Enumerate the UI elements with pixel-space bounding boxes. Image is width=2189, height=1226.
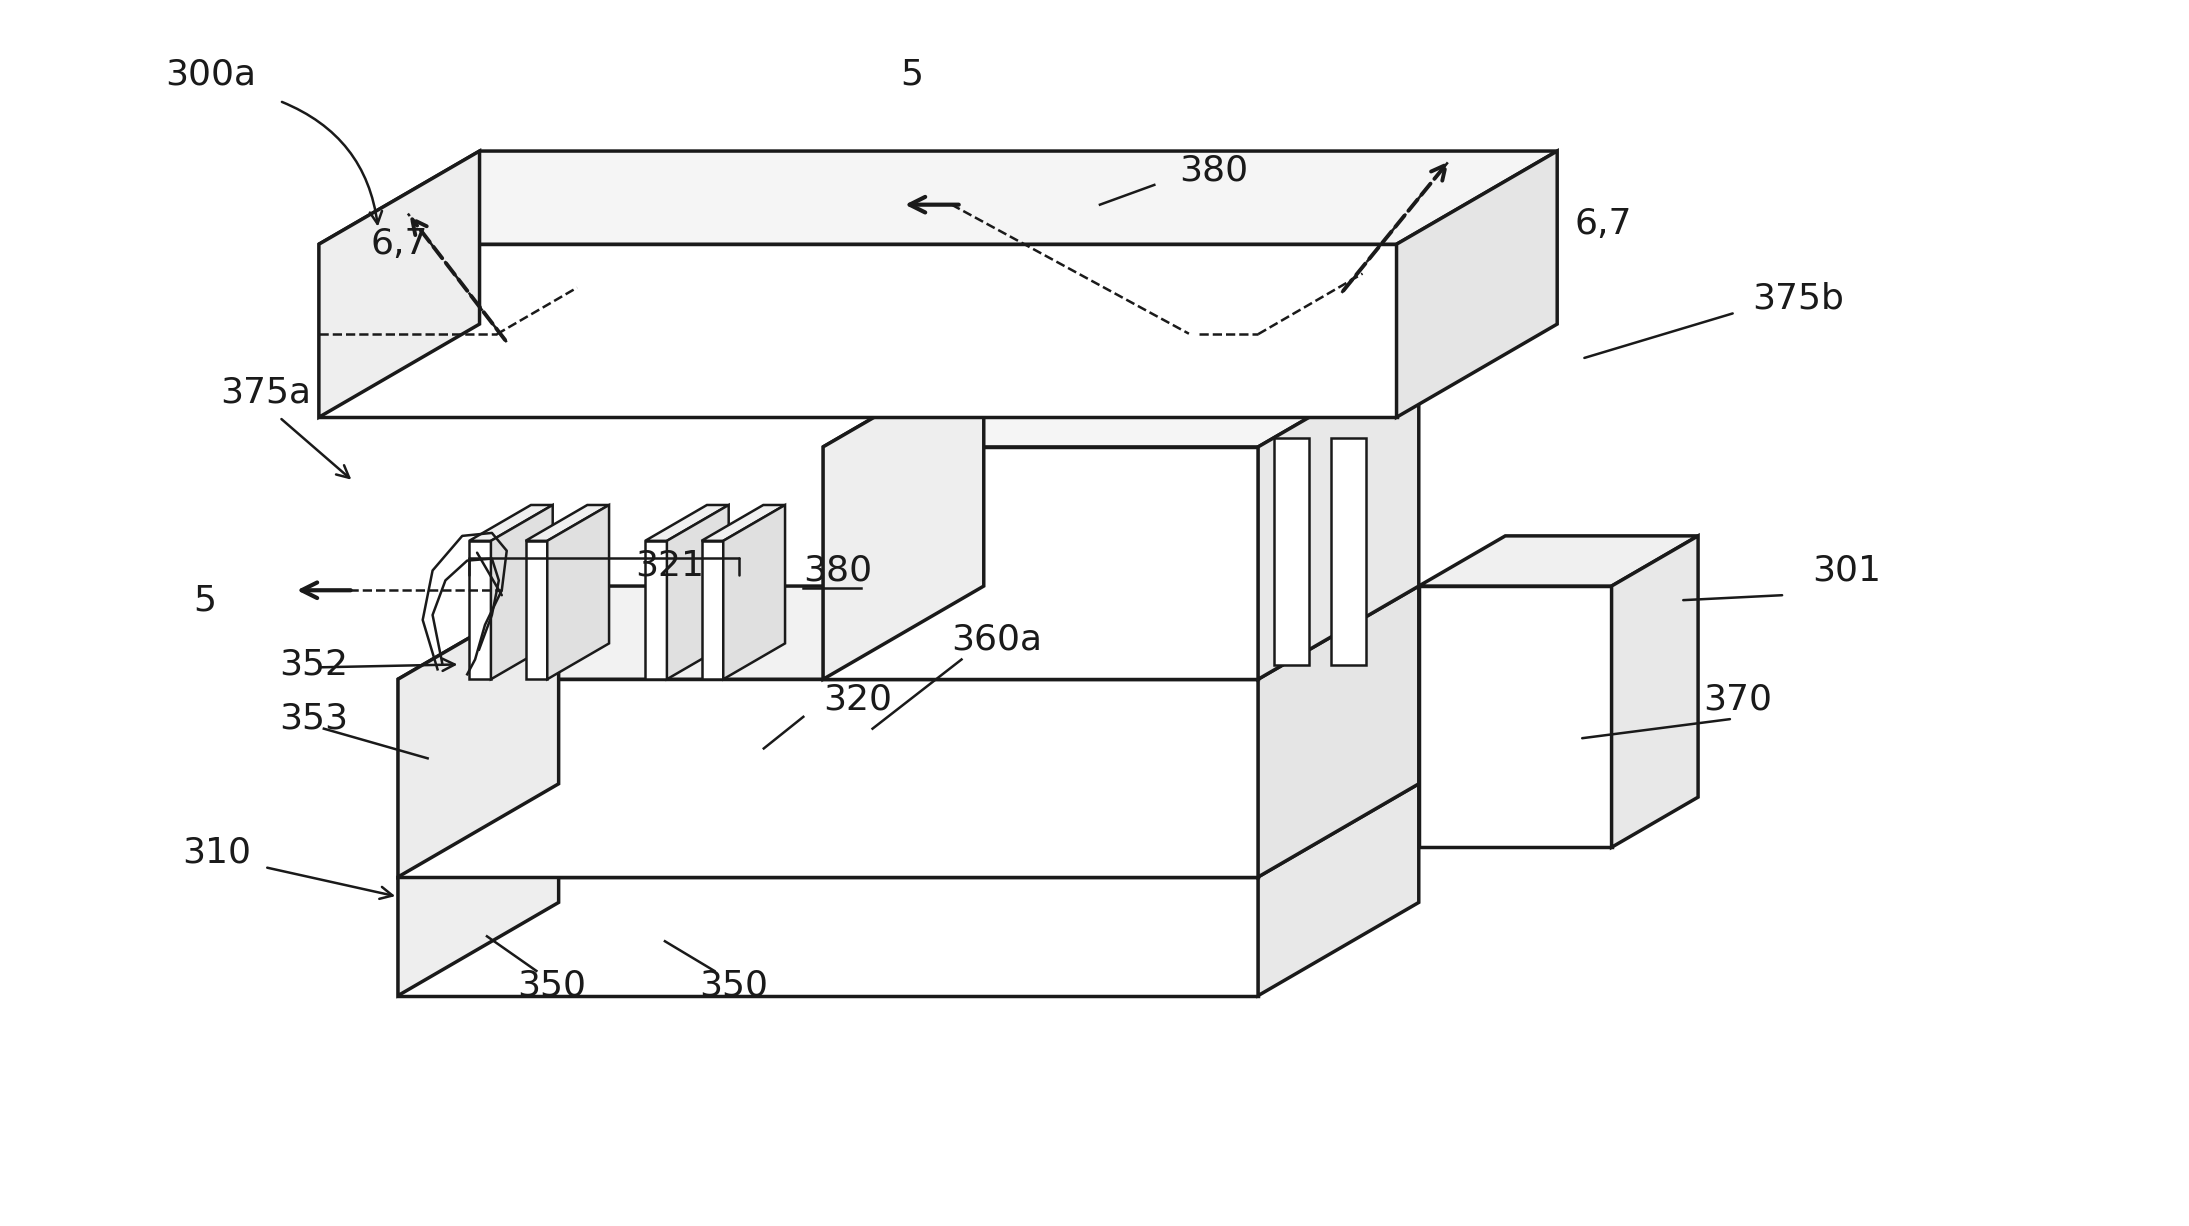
Polygon shape (1259, 586, 1418, 877)
Polygon shape (1259, 354, 1418, 679)
Polygon shape (398, 783, 558, 996)
Polygon shape (398, 877, 1259, 996)
Polygon shape (646, 541, 668, 679)
Text: 321: 321 (635, 548, 705, 582)
Polygon shape (320, 151, 1556, 244)
Polygon shape (1274, 438, 1309, 664)
Text: 370: 370 (1703, 682, 1773, 716)
Polygon shape (646, 505, 729, 541)
Polygon shape (1611, 536, 1699, 847)
Text: 6,7: 6,7 (370, 227, 427, 261)
Polygon shape (1331, 438, 1366, 664)
Text: 5: 5 (193, 584, 217, 617)
Text: 320: 320 (823, 682, 893, 716)
Polygon shape (398, 783, 1418, 877)
Polygon shape (1397, 151, 1556, 417)
Polygon shape (320, 151, 479, 417)
Polygon shape (398, 586, 558, 877)
Polygon shape (700, 541, 722, 679)
Text: 300a: 300a (166, 58, 256, 91)
Polygon shape (700, 505, 786, 541)
Polygon shape (398, 679, 1259, 877)
Polygon shape (398, 586, 1418, 679)
Text: 301: 301 (1812, 553, 1880, 587)
Polygon shape (1418, 586, 1611, 847)
Text: 360a: 360a (952, 623, 1042, 657)
Text: 350: 350 (700, 969, 768, 1003)
Polygon shape (722, 505, 786, 679)
Text: 380: 380 (1180, 153, 1248, 188)
Text: 350: 350 (517, 969, 587, 1003)
Text: 353: 353 (280, 701, 348, 736)
Text: 352: 352 (280, 647, 348, 682)
Polygon shape (823, 447, 1259, 679)
Text: 6,7: 6,7 (1574, 207, 1633, 242)
Polygon shape (547, 505, 609, 679)
Polygon shape (823, 354, 983, 679)
Polygon shape (668, 505, 729, 679)
Polygon shape (468, 541, 490, 679)
Text: 5: 5 (900, 58, 924, 91)
Polygon shape (468, 505, 552, 541)
Polygon shape (320, 244, 1397, 417)
Polygon shape (525, 505, 609, 541)
Polygon shape (823, 354, 1418, 447)
Text: 375a: 375a (221, 375, 311, 409)
Text: 380: 380 (803, 553, 873, 587)
Polygon shape (1259, 783, 1418, 996)
Polygon shape (1418, 536, 1699, 586)
Polygon shape (490, 505, 552, 679)
Text: 375b: 375b (1753, 282, 1845, 315)
Polygon shape (525, 541, 547, 679)
Text: 310: 310 (182, 835, 252, 869)
